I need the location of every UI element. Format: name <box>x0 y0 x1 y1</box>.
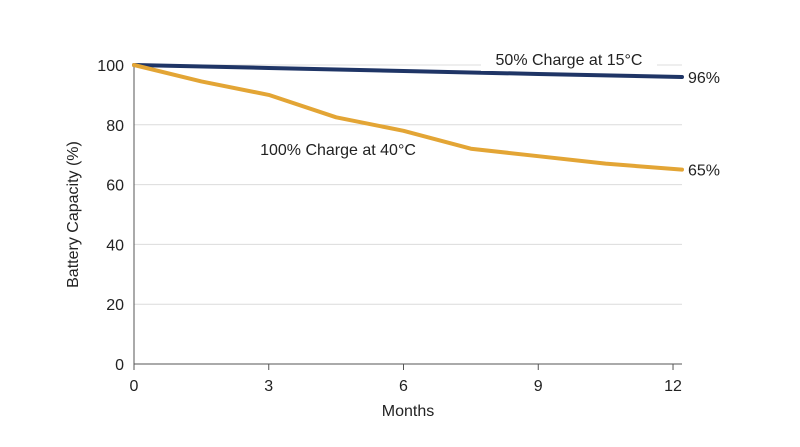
axes <box>133 65 682 370</box>
y-tick-label: 80 <box>106 118 124 135</box>
y-tick-label: 0 <box>115 357 124 374</box>
series-end-label-1: 65% <box>688 163 720 180</box>
series-name-background <box>481 49 657 71</box>
x-tick-label: 6 <box>399 378 408 395</box>
y-tick-label: 40 <box>106 237 124 254</box>
x-tick-label: 0 <box>130 378 139 395</box>
y-tick-label: 100 <box>97 58 124 75</box>
series-lines <box>132 63 684 172</box>
gridlines <box>134 64 682 305</box>
series-line-0 <box>132 63 684 79</box>
y-tick-label: 60 <box>106 178 124 195</box>
x-tick-label: 9 <box>534 378 543 395</box>
tick-labels: 0 20 40 60 80 100 0 3 6 9 12 <box>97 58 682 395</box>
series-line-1 <box>132 63 684 172</box>
series-labels: 96% 65% 50% Charge at 15°C 100% Charge at 4… <box>260 49 720 180</box>
series-name-label-1: 100% Charge at 40°C <box>260 142 416 159</box>
x-tick-label: 12 <box>664 378 682 395</box>
x-axis-title: Months <box>382 403 434 420</box>
series-name-label-0: 50% Charge at 15°C <box>496 52 643 69</box>
series-end-label-0: 96% <box>688 70 720 87</box>
y-tick-label: 20 <box>106 297 124 314</box>
y-axis-title: Battery Capacity (%) <box>65 141 82 288</box>
x-tick-label: 3 <box>264 378 273 395</box>
